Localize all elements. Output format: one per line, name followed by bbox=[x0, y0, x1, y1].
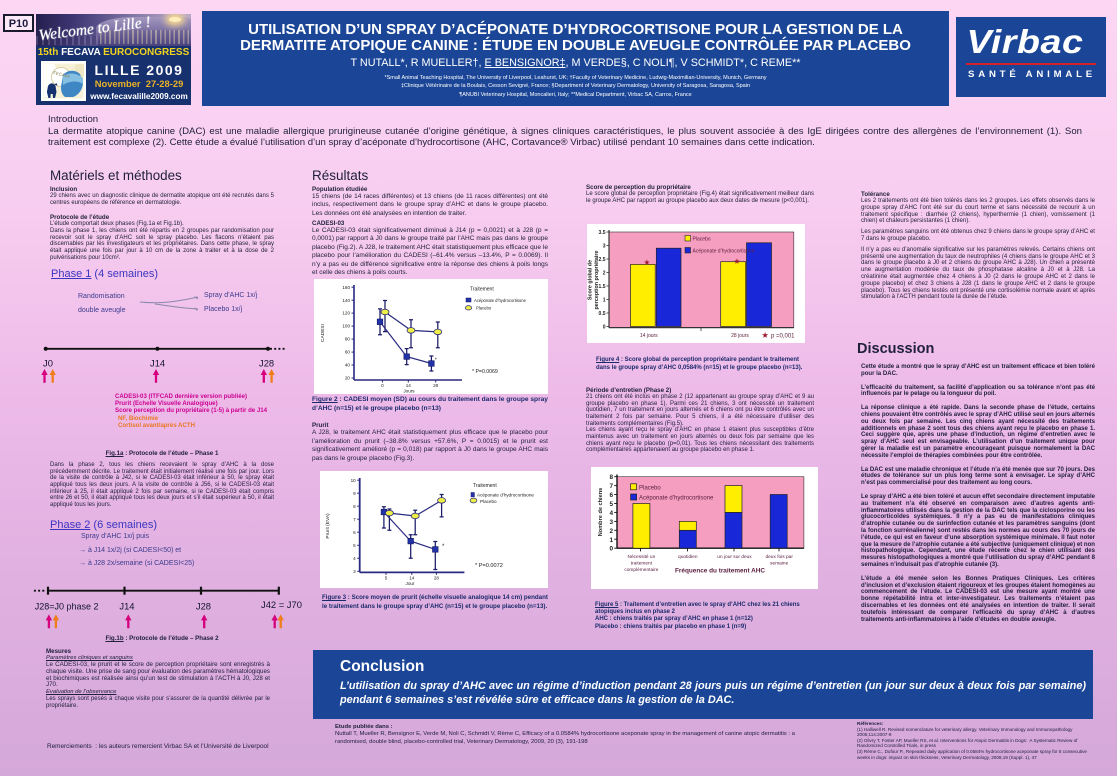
svg-text:14 jours: 14 jours bbox=[640, 333, 658, 339]
svg-text:100: 100 bbox=[342, 324, 350, 329]
svg-text:*: * bbox=[435, 358, 437, 364]
svg-text:Placebo: Placebo bbox=[476, 306, 492, 311]
svg-text:2: 2 bbox=[603, 271, 606, 277]
svg-text:CADESI: CADESI bbox=[320, 324, 326, 342]
svg-text:un jour sur deux: un jour sur deux bbox=[717, 554, 752, 560]
svg-text:4: 4 bbox=[609, 510, 613, 517]
svg-text:28 jours: 28 jours bbox=[731, 333, 749, 339]
svg-text:Acéponate d’hydrocortisone: Acéponate d’hydrocortisone bbox=[474, 298, 527, 303]
svg-text:7: 7 bbox=[609, 483, 613, 490]
svg-text:Prurit (EVA): Prurit (EVA) bbox=[325, 513, 331, 539]
svg-text:14: 14 bbox=[409, 575, 415, 580]
svg-text:Acéponate d’hydrocortisone: Acéponate d’hydrocortisone bbox=[693, 249, 755, 255]
svg-text:120: 120 bbox=[342, 311, 350, 316]
svg-text:1.5: 1.5 bbox=[599, 284, 606, 290]
svg-text:7: 7 bbox=[353, 517, 356, 522]
svg-text:p =0,001: p =0,001 bbox=[771, 334, 795, 340]
svg-text:* P=0.0072: * P=0.0072 bbox=[475, 563, 503, 569]
svg-text:J0: J0 bbox=[43, 358, 53, 369]
svg-text:J14: J14 bbox=[150, 358, 165, 369]
svg-text:8: 8 bbox=[353, 504, 356, 509]
svg-text:Acéponate d’hydrocortisone: Acéponate d’hydrocortisone bbox=[639, 496, 714, 502]
svg-text:★: ★ bbox=[762, 332, 769, 340]
svg-text:160: 160 bbox=[342, 285, 350, 290]
svg-text:Placebo: Placebo bbox=[480, 499, 497, 504]
svg-text:3: 3 bbox=[353, 569, 356, 574]
svg-text:0: 0 bbox=[603, 325, 606, 331]
svg-text:14: 14 bbox=[406, 383, 412, 388]
svg-text:*: * bbox=[442, 544, 445, 550]
svg-text:0: 0 bbox=[381, 383, 384, 388]
svg-text:Jours: Jours bbox=[403, 389, 415, 394]
svg-text:1: 1 bbox=[603, 298, 606, 304]
svg-text:2: 2 bbox=[609, 528, 613, 535]
svg-text:Fréquence du traitement AHC: Fréquence du traitement AHC bbox=[675, 568, 765, 575]
svg-text:Jour: Jour bbox=[406, 581, 415, 586]
svg-text:J28=J0 phase 2: J28=J0 phase 2 bbox=[35, 602, 99, 612]
svg-text:3.5: 3.5 bbox=[599, 230, 606, 236]
svg-text:Score global de: Score global de bbox=[588, 260, 594, 300]
svg-text:★: ★ bbox=[734, 258, 741, 266]
svg-text:★: ★ bbox=[644, 259, 651, 267]
svg-text:Nombre de chiens: Nombre de chiens bbox=[598, 488, 604, 537]
svg-text:20: 20 bbox=[345, 376, 351, 381]
svg-text:Placebo: Placebo bbox=[693, 237, 711, 243]
svg-text:40: 40 bbox=[345, 363, 351, 368]
svg-text:J28: J28 bbox=[196, 601, 211, 612]
svg-text:Traitement: Traitement bbox=[473, 483, 497, 489]
svg-text:J14: J14 bbox=[119, 601, 134, 612]
svg-text:0.5: 0.5 bbox=[599, 311, 606, 317]
svg-text:28: 28 bbox=[434, 575, 440, 580]
svg-text:* P=0.0069: * P=0.0069 bbox=[472, 369, 498, 375]
svg-text:perception propriétaire: perception propriétaire bbox=[594, 250, 600, 309]
svg-text:6: 6 bbox=[609, 492, 613, 499]
svg-text:Acéponate d’hydrocortisone: Acéponate d’hydrocortisone bbox=[477, 493, 534, 498]
svg-text:6: 6 bbox=[353, 530, 356, 535]
svg-text:5: 5 bbox=[353, 543, 356, 548]
svg-text:5: 5 bbox=[609, 501, 613, 508]
svg-text:9: 9 bbox=[353, 491, 356, 496]
svg-text:140: 140 bbox=[342, 298, 350, 303]
svg-text:Nécessité un: Nécessité un bbox=[628, 554, 656, 560]
svg-text:4: 4 bbox=[353, 556, 356, 561]
svg-text:J28: J28 bbox=[259, 358, 274, 369]
svg-text:80: 80 bbox=[345, 337, 351, 342]
svg-text:Traitement: Traitement bbox=[470, 287, 494, 293]
svg-text:3: 3 bbox=[603, 244, 606, 250]
svg-text:FECAVA: FECAVA bbox=[53, 70, 71, 79]
svg-text:0: 0 bbox=[609, 546, 613, 553]
svg-text:complémentaire: complémentaire bbox=[624, 567, 658, 573]
svg-text:60: 60 bbox=[345, 350, 351, 355]
svg-text:3: 3 bbox=[609, 519, 613, 526]
svg-text:10: 10 bbox=[351, 478, 357, 483]
svg-text:5: 5 bbox=[385, 575, 388, 580]
svg-text:28: 28 bbox=[433, 383, 439, 388]
svg-text:Placebo: Placebo bbox=[639, 485, 661, 491]
svg-text:traitement: traitement bbox=[631, 561, 653, 567]
svg-text:deux fois par: deux fois par bbox=[765, 554, 793, 560]
svg-text:semaine: semaine bbox=[770, 561, 788, 567]
svg-text:2.5: 2.5 bbox=[599, 257, 606, 263]
svg-text:8: 8 bbox=[609, 474, 613, 481]
svg-text:1: 1 bbox=[609, 537, 613, 544]
svg-text:quotidien: quotidien bbox=[678, 554, 698, 560]
svg-text:J42 = J70: J42 = J70 bbox=[261, 599, 302, 610]
